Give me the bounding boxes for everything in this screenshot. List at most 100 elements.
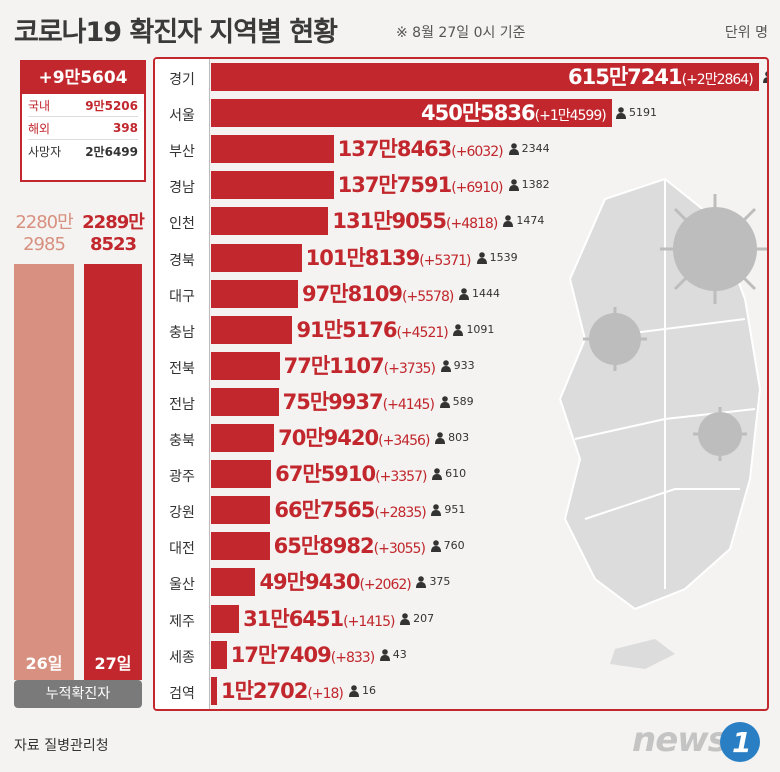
deaths-label: 1444 — [459, 280, 500, 308]
person-icon — [440, 359, 451, 372]
person-icon — [400, 612, 411, 625]
region-label: 서울 — [169, 108, 195, 125]
region-bar — [211, 351, 280, 380]
daily-increase-label: (+3735) — [383, 360, 436, 377]
region-bar — [211, 171, 334, 200]
total-cases-label: 67만5910 — [275, 462, 376, 487]
region-label: 경북 — [169, 252, 195, 269]
person-icon — [430, 540, 441, 553]
bar-value-label: 1만2702(+18) — [221, 677, 344, 705]
region-label: 대구 — [169, 288, 195, 305]
cumulative-bar-curr — [84, 264, 142, 680]
daily-increase-label: (+18) — [307, 685, 343, 702]
bar-value-label: 65만8982(+3055) — [274, 532, 426, 560]
deaths-value: 589 — [452, 394, 474, 408]
region-label: 대전 — [169, 541, 195, 558]
deaths-value: 207 — [413, 611, 435, 625]
chart-subtitle: ※ 8월 27일 0시 기준 — [396, 25, 526, 41]
daily-summary-box: +9만5604 국내 9만5206 해외 398 사망자 2만6499 — [20, 60, 146, 182]
person-icon — [508, 179, 519, 192]
deaths-value: 951 — [444, 503, 466, 517]
deaths-label: 933 — [440, 352, 475, 380]
summary-label: 해외 — [28, 121, 51, 136]
bar-value-label: 31만6451(+1415) — [243, 605, 395, 633]
daily-increase-label: (+2835) — [374, 505, 426, 522]
deaths-label: 803 — [435, 424, 469, 452]
deaths-value: 1091 — [466, 322, 495, 336]
deaths-value: 1382 — [521, 178, 550, 192]
daily-increase-label: (+5371) — [419, 252, 471, 269]
person-icon — [349, 684, 359, 697]
deaths-value: 5191 — [629, 106, 658, 120]
bar-value-label: 137만8463(+6032) — [337, 135, 504, 163]
deaths-value: 1474 — [516, 214, 545, 228]
regional-bars: 경기 615만7241(+2만2864) 6747 서울 450만5836(+1만459… — [155, 59, 767, 709]
total-cases-label: 101만8139 — [305, 245, 421, 270]
person-icon — [431, 504, 442, 517]
bar-value-label: 131만9055(+4818) — [332, 207, 498, 235]
cumulative-curr-value: 2289만 8523 — [78, 212, 148, 256]
total-cases-label: 97만8109 — [302, 281, 403, 306]
bar-value-label: 49만9430(+2062) — [259, 568, 411, 596]
deaths-label: 43 — [379, 641, 407, 669]
person-icon — [439, 396, 450, 408]
deaths-label: 951 — [431, 496, 465, 524]
summary-label: 국내 — [28, 98, 51, 113]
deaths-label: 6747 — [763, 63, 767, 91]
total-cases-label: 131만9055 — [332, 209, 447, 234]
person-icon — [616, 107, 627, 120]
korea-map-illustration — [558, 177, 767, 669]
total-cases-label: 450만5836 — [421, 101, 536, 126]
region-bar — [211, 387, 279, 416]
deaths-label: 589 — [439, 388, 474, 416]
region-label: 세종 — [169, 649, 195, 666]
region-label: 경기 — [169, 72, 195, 88]
daily-increase-label: (+4145) — [382, 396, 435, 413]
daily-increase-label: (+2만2864) — [681, 72, 754, 88]
unit-label: 단위 명 — [724, 25, 768, 41]
region-bar — [211, 99, 613, 128]
region-label: 경남 — [169, 180, 195, 197]
deaths-value: 2344 — [521, 142, 550, 156]
daily-increase-label: (+4521) — [396, 324, 448, 341]
region-bar — [211, 568, 256, 597]
total-cases-label: 91만5176 — [296, 317, 397, 342]
region-bar — [211, 460, 272, 489]
summary-value: 9만5206 — [85, 98, 138, 113]
total-cases-label: 137만8463 — [337, 137, 453, 162]
total-cases-label: 70만9420 — [278, 426, 379, 450]
total-cases-label: 615만7241 — [568, 65, 683, 89]
region-label: 충남 — [169, 324, 195, 341]
region-label: 충북 — [169, 433, 195, 449]
total-cases-label: 77만1107 — [283, 353, 385, 378]
deaths-label: 610 — [432, 460, 466, 488]
bar-value-label: 75만9937(+4145) — [283, 388, 435, 416]
region-bar — [211, 604, 240, 633]
cumulative-label: 누적확진자 — [14, 680, 142, 708]
bar-value-label: 137만7591(+6910) — [338, 171, 504, 199]
deaths-label: 207 — [400, 605, 434, 633]
bar-value-label: 101만8139(+5371) — [305, 244, 472, 272]
daily-increase-label: (+3357) — [375, 469, 427, 486]
deaths-label: 5191 — [616, 99, 657, 127]
daily-increase-label: (+2062) — [359, 577, 411, 594]
summary-row-overseas: 해외 398 — [28, 117, 138, 140]
deaths-label: 375 — [416, 568, 450, 596]
region-bar — [211, 243, 302, 272]
news-logo: news — [632, 720, 728, 760]
region-label: 울산 — [169, 577, 195, 594]
bar-value-label: 450만5836(+1만4599) — [421, 99, 607, 127]
chart-title: 코로나19 확진자 지역별 현황 — [14, 17, 338, 48]
deaths-value: 760 — [443, 539, 465, 553]
daily-increase-label: (+6032) — [451, 144, 503, 161]
total-cases-label: 1만2702 — [221, 678, 308, 703]
deaths-label: 1474 — [503, 207, 544, 235]
deaths-label: 760 — [430, 532, 465, 560]
daily-increase-label: (+6910) — [451, 180, 503, 197]
daily-increase-label: (+3456) — [378, 433, 430, 449]
bar-value-label: 91만5176(+4521) — [296, 316, 448, 344]
region-label: 인천 — [169, 216, 195, 233]
cumulative-curr-line2: 8523 — [89, 234, 137, 255]
regional-chart-box: 경기 615만7241(+2만2864) 6747 서울 450만5836(+1만459… — [153, 57, 769, 711]
deaths-label: 16 — [349, 677, 376, 705]
